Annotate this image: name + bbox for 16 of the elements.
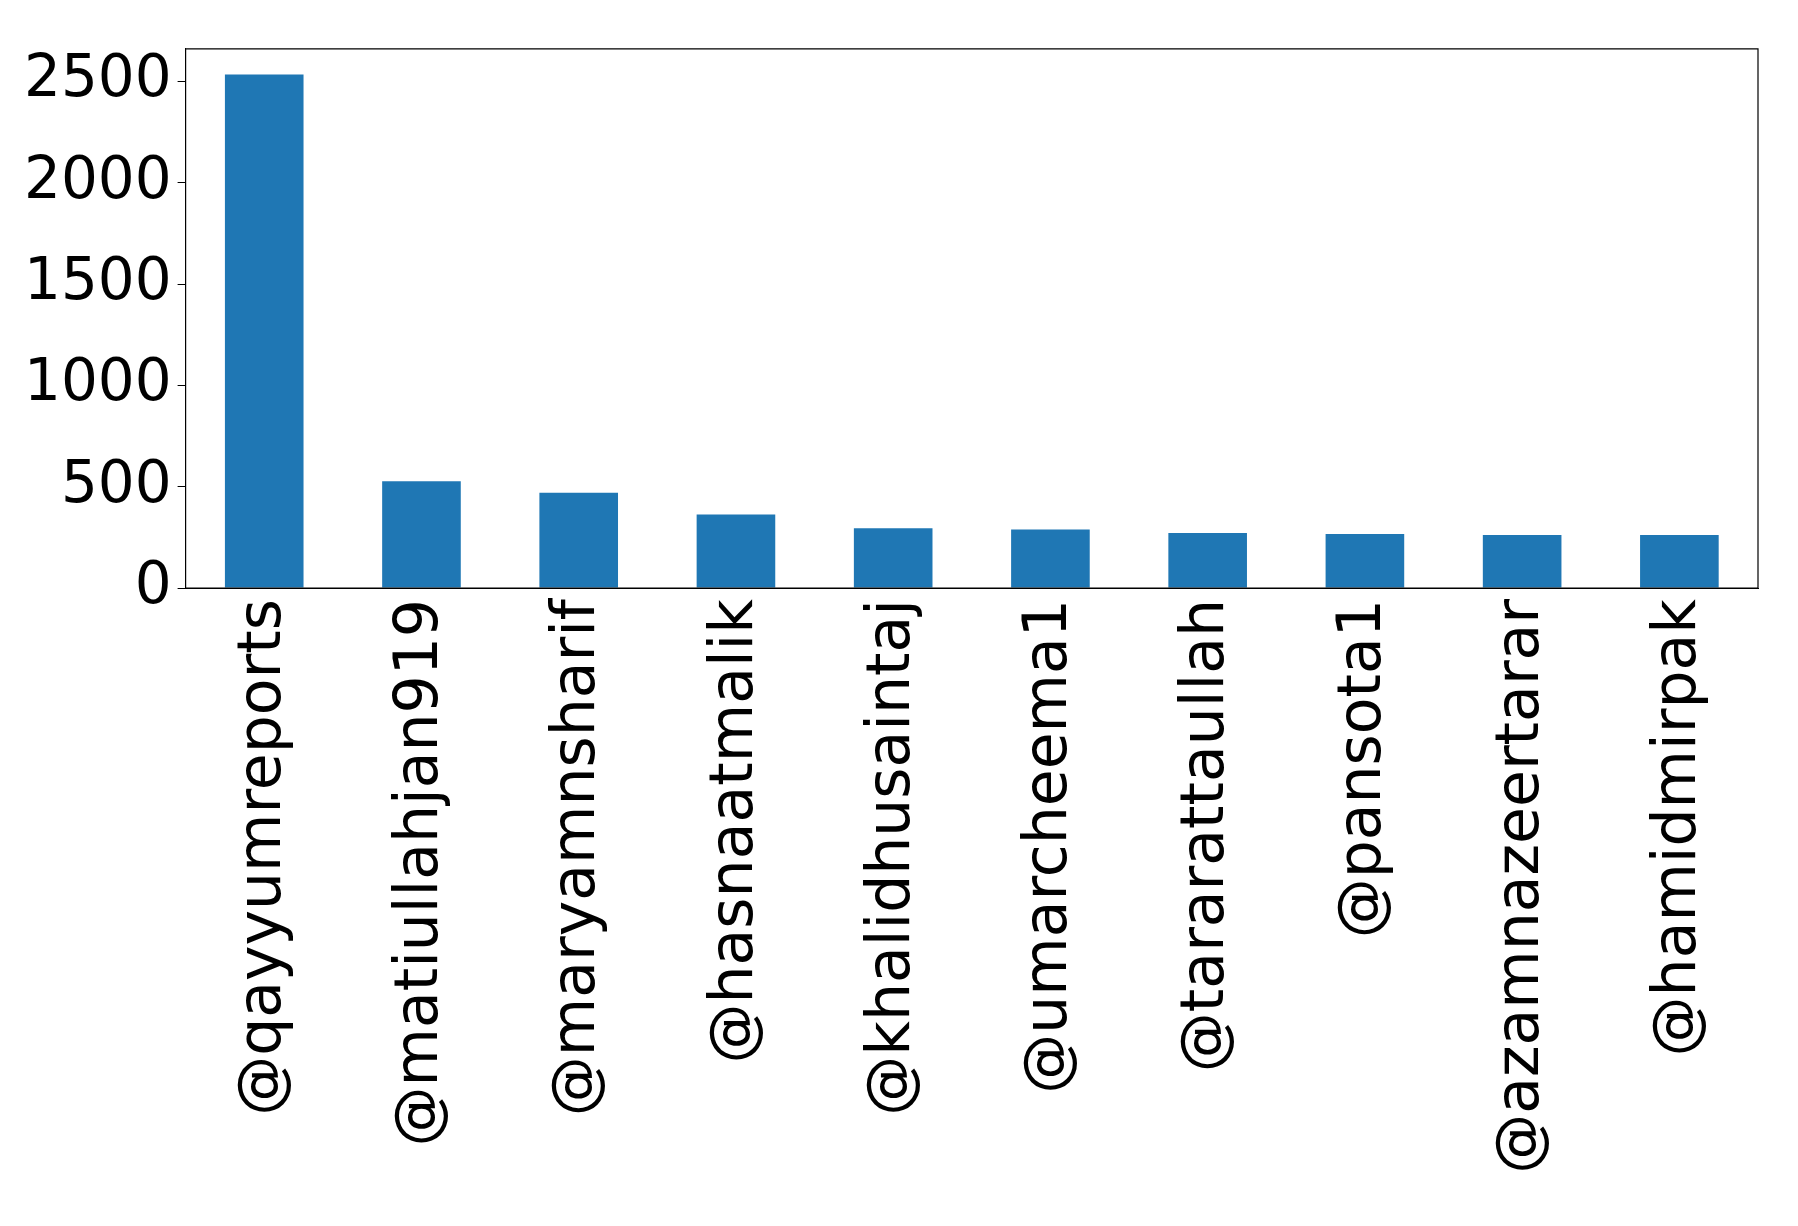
x-tick-label: @pansota1	[1324, 599, 1395, 939]
y-tick-label: 0	[134, 549, 172, 618]
y-tick-label: 1000	[24, 346, 172, 415]
x-tick-label: @azamnazeertarar	[1481, 598, 1552, 1174]
x-tick-label: @khalidhusaintaj	[852, 599, 923, 1116]
x-tick-label: @maryamnsharif	[538, 597, 609, 1117]
y-tick-label: 500	[60, 447, 172, 516]
x-tick-label: @umarcheema1	[1010, 599, 1081, 1094]
y-tick-label: 1500	[24, 245, 172, 314]
x-tick-label: @hasnaatmalik	[695, 598, 766, 1064]
y-tick-label: 2000	[24, 143, 172, 212]
x-tick-label: @matiullahjan919	[381, 599, 452, 1147]
y-tick-label: 2500	[24, 42, 172, 111]
x-tick-label: @tararattaullah	[1167, 599, 1238, 1073]
x-tick-label: @hamidmirpak	[1638, 598, 1709, 1057]
x-tick-label: @qayyumreports	[223, 599, 294, 1116]
